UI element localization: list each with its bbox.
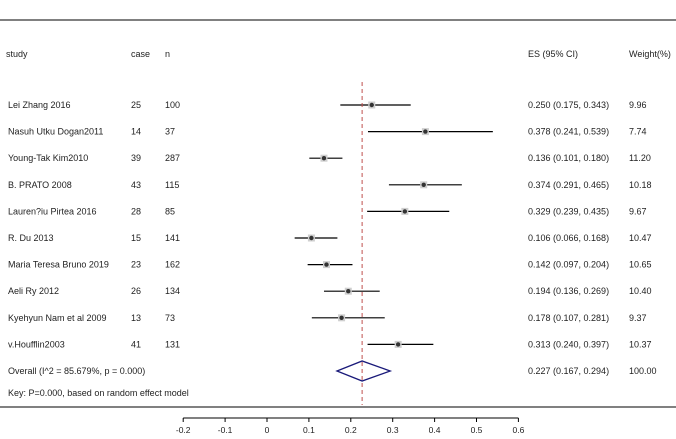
sample-size: 141 [165, 233, 180, 243]
sample-size: 100 [165, 100, 180, 110]
header-n: n [165, 49, 170, 59]
point-estimate [321, 156, 327, 161]
overall-weight: 100.00 [629, 366, 657, 376]
weight-percent: 9.96 [629, 100, 647, 110]
study-name: Nasuh Utku Dogan2011 [8, 127, 103, 137]
x-tick-label: 0.1 [303, 425, 315, 435]
point-estimate [346, 289, 351, 294]
effect-size-ci: 0.136 (0.101, 0.180) [528, 153, 609, 163]
header-study: study [6, 49, 28, 59]
weight-percent: 10.40 [629, 286, 652, 296]
header-es: ES (95% CI) [528, 49, 578, 59]
x-tick-label: -0.2 [176, 425, 191, 435]
weight-percent: 7.74 [629, 127, 647, 137]
study-row: Lei Zhang 2016 25 100 0.250 (0.175, 0.343) 9… [8, 100, 647, 110]
effect-size-ci: 0.178 (0.107, 0.281) [528, 313, 609, 323]
header-case: case [131, 49, 150, 59]
x-tick-label: 0.5 [471, 425, 483, 435]
study-row: B. PRATO 2008 43 115 0.374 (0.291, 0.465) 10… [8, 180, 652, 190]
overall-row: Overall (I^2 = 85.679%, p = 0.000) 0.227 … [8, 360, 657, 382]
weight-percent: 10.47 [629, 233, 652, 243]
study-name: Young-Tak Kim2010 [8, 153, 88, 163]
case-count: 41 [131, 339, 141, 349]
study-row: Aeli Ry 2012 26 134 0.194 (0.136, 0.269) 10.… [8, 286, 652, 296]
study-name: Maria Teresa Bruno 2019 [8, 260, 109, 270]
case-count: 28 [131, 206, 141, 216]
sample-size: 115 [165, 180, 179, 190]
effect-size-ci: 0.329 (0.239, 0.435) [528, 206, 609, 216]
case-count: 13 [131, 313, 141, 323]
study-row: Young-Tak Kim2010 39 287 0.136 (0.101, 0.18… [8, 153, 651, 163]
study-name: v.Houfflin2003 [8, 339, 65, 349]
case-count: 23 [131, 260, 141, 270]
header-weight: Weight(%) [629, 49, 671, 59]
point-estimate [339, 315, 344, 320]
effect-size-ci: 0.313 (0.240, 0.397) [528, 339, 609, 349]
x-tick-label: 0.2 [345, 425, 357, 435]
case-count: 14 [131, 127, 141, 137]
point-estimate [309, 235, 314, 241]
sample-size: 73 [165, 313, 175, 323]
x-tick-label: -0.1 [218, 425, 233, 435]
weight-percent: 11.20 [629, 153, 651, 163]
point-estimate [423, 129, 428, 134]
point-estimate [402, 209, 408, 214]
point-estimate [395, 342, 401, 347]
sample-size: 287 [165, 153, 180, 163]
effect-size-ci: 0.106 (0.066, 0.168) [528, 233, 609, 243]
weight-percent: 10.37 [629, 339, 652, 349]
study-row: Lauren?iu Pirtea 2016 28 85 0.329 (0.239, 0… [8, 206, 647, 216]
x-tick-label: 0.6 [512, 425, 524, 435]
study-rows: Lei Zhang 2016 25 100 0.250 (0.175, 0.343) 9… [8, 100, 652, 349]
effect-size-ci: 0.194 (0.136, 0.269) [528, 286, 609, 296]
overall-diamond [335, 360, 393, 382]
point-estimate [369, 102, 374, 108]
x-tick-label: 0 [265, 425, 270, 435]
overall-label: Overall (I^2 = 85.679%, p = 0.000) [8, 366, 145, 376]
case-count: 43 [131, 180, 141, 190]
effect-size-ci: 0.378 (0.241, 0.539) [528, 127, 609, 137]
overall-effect-size-ci: 0.227 (0.167, 0.294) [528, 366, 609, 376]
study-row: v.Houfflin2003 41 131 0.313 (0.240, 0.397) 1… [8, 339, 652, 349]
weight-percent: 10.65 [629, 260, 652, 270]
study-name: B. PRATO 2008 [8, 180, 72, 190]
sample-size: 37 [165, 127, 175, 137]
effect-size-ci: 0.250 (0.175, 0.343) [528, 100, 609, 110]
sample-size: 85 [165, 206, 175, 216]
study-name: Kyehyun Nam et al 2009 [8, 313, 107, 323]
x-tick-label: 0.4 [429, 425, 441, 435]
sample-size: 162 [165, 260, 180, 270]
weight-percent: 9.37 [629, 313, 647, 323]
weight-percent: 10.18 [629, 180, 652, 190]
case-count: 15 [131, 233, 141, 243]
x-axis: -0.2 -0.1 0 0.1 0.2 0.3 0.4 0.5 0.6 [176, 417, 525, 435]
case-count: 25 [131, 100, 141, 110]
study-row: Kyehyun Nam et al 2009 13 73 0.178 (0.107, … [8, 313, 647, 323]
case-count: 39 [131, 153, 141, 163]
effect-size-ci: 0.374 (0.291, 0.465) [528, 180, 609, 190]
x-tick-label: 0.3 [387, 425, 399, 435]
study-name: Lei Zhang 2016 [8, 100, 71, 110]
study-name: Aeli Ry 2012 [8, 286, 59, 296]
key-note: Key: P=0.000, based on random effect mod… [8, 388, 189, 398]
study-name: R. Du 2013 [8, 233, 54, 243]
effect-size-ci: 0.142 (0.097, 0.204) [528, 260, 609, 270]
study-row: R. Du 2013 15 141 0.106 (0.066, 0.168) 10.47 [8, 233, 652, 243]
sample-size: 134 [165, 286, 180, 296]
point-estimate [324, 262, 329, 267]
point-estimate [421, 182, 426, 187]
study-row: Maria Teresa Bruno 2019 23 162 0.142 (0.097… [8, 260, 652, 270]
study-row: Nasuh Utku Dogan2011 14 37 0.378 (0.241, 0.… [8, 127, 647, 137]
case-count: 26 [131, 286, 141, 296]
weight-percent: 9.67 [629, 206, 647, 216]
study-name: Lauren?iu Pirtea 2016 [8, 206, 97, 216]
sample-size: 131 [165, 339, 180, 349]
